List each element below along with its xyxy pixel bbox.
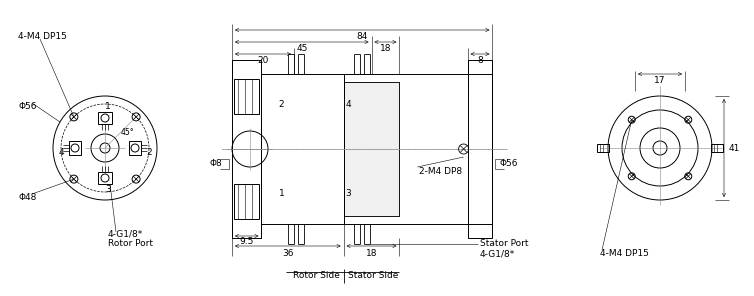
- Text: 18: 18: [380, 44, 391, 52]
- Bar: [98, 172, 112, 184]
- Text: 3: 3: [105, 186, 111, 194]
- Text: 4: 4: [346, 99, 351, 109]
- Bar: [129, 141, 141, 155]
- Bar: [344, 82, 400, 216]
- Text: Rotor Port: Rotor Port: [108, 239, 153, 247]
- Text: 1: 1: [278, 189, 284, 199]
- Text: 20: 20: [257, 56, 268, 65]
- Text: 4-G1/8*: 4-G1/8*: [108, 229, 143, 239]
- Bar: [344, 82, 400, 216]
- Bar: [98, 112, 112, 124]
- Text: 45: 45: [296, 44, 308, 52]
- Text: Φ8: Φ8: [210, 158, 222, 168]
- Text: Stator Port: Stator Port: [480, 239, 529, 249]
- Text: 4-M4 DP15: 4-M4 DP15: [18, 31, 67, 41]
- Text: 2: 2: [146, 147, 152, 157]
- Text: 8: 8: [477, 56, 483, 65]
- Text: 41: 41: [728, 144, 740, 152]
- Bar: [234, 184, 259, 219]
- Bar: [711, 144, 723, 152]
- Bar: [232, 60, 262, 238]
- Text: 84: 84: [357, 31, 368, 41]
- Text: 4-M4 DP15: 4-M4 DP15: [600, 250, 649, 258]
- Text: 2-M4 DP8: 2-M4 DP8: [419, 166, 462, 176]
- Bar: [262, 74, 492, 224]
- Text: Φ56: Φ56: [499, 158, 518, 168]
- Text: 2: 2: [279, 99, 284, 109]
- Bar: [597, 144, 609, 152]
- Text: 36: 36: [282, 249, 293, 258]
- Text: Stator Side: Stator Side: [348, 271, 398, 281]
- Text: Rotor Side: Rotor Side: [293, 271, 339, 281]
- Bar: [69, 141, 81, 155]
- Bar: [467, 60, 492, 238]
- Text: 4: 4: [58, 147, 64, 157]
- Text: Φ56: Φ56: [18, 102, 36, 110]
- Bar: [234, 79, 259, 114]
- Text: 4-G1/8*: 4-G1/8*: [480, 250, 515, 258]
- Text: 45°: 45°: [120, 128, 133, 136]
- Text: Φ48: Φ48: [18, 194, 36, 202]
- Text: 3: 3: [346, 189, 351, 199]
- Text: 1: 1: [105, 102, 111, 110]
- Text: 18: 18: [366, 249, 377, 258]
- Text: 9.5: 9.5: [240, 237, 254, 245]
- Text: 17: 17: [654, 75, 666, 84]
